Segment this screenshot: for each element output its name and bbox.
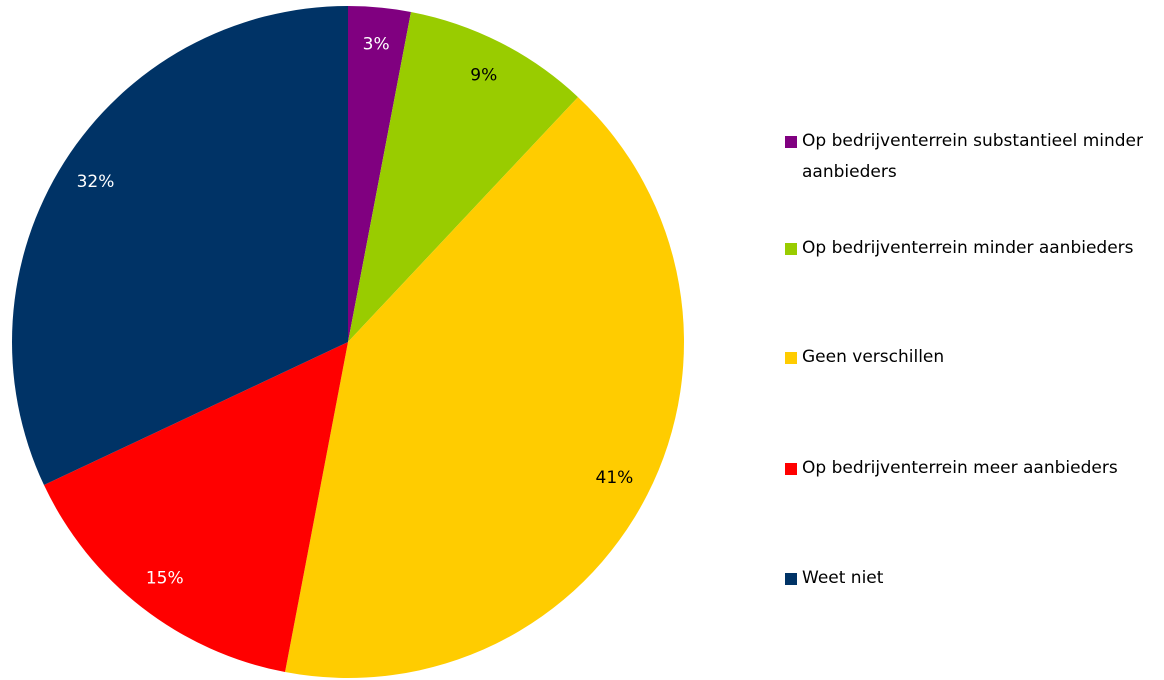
pie-slice xyxy=(348,6,411,342)
data-label: 32% xyxy=(77,172,115,192)
pie-slice xyxy=(12,6,348,486)
legend-item: Op bedrijventerrein meer aanbieders xyxy=(785,453,1155,484)
legend-label: Weet niet xyxy=(802,568,884,588)
legend-label: Op bedrijventerrein substantieel minder … xyxy=(802,131,1144,182)
legend-label: Geen verschillen xyxy=(802,347,945,367)
legend-label: Op bedrijventerrein minder aanbieders xyxy=(802,238,1134,258)
legend-swatch xyxy=(785,463,797,475)
legend-swatch xyxy=(785,352,797,364)
data-label: 15% xyxy=(146,568,184,588)
pie: 3% 9% 41% 15% 32% xyxy=(12,6,685,679)
pie-slice xyxy=(348,11,579,343)
pie-slice xyxy=(285,97,685,679)
legend-item: Weet niet xyxy=(785,563,1155,594)
pie-slice xyxy=(43,342,348,673)
data-label: 41% xyxy=(596,468,634,488)
legend-item: Geen verschillen xyxy=(785,342,1155,373)
legend-swatch xyxy=(785,136,797,148)
data-label: 9% xyxy=(470,66,497,86)
legend-item: Op bedrijventerrein minder aanbieders xyxy=(785,233,1155,264)
legend-label: Op bedrijventerrein meer aanbieders xyxy=(802,458,1118,478)
legend-swatch xyxy=(785,573,797,585)
data-label: 3% xyxy=(363,34,390,54)
legend-swatch xyxy=(785,243,797,255)
legend-item: Op bedrijventerrein substantieel minder … xyxy=(785,126,1155,188)
